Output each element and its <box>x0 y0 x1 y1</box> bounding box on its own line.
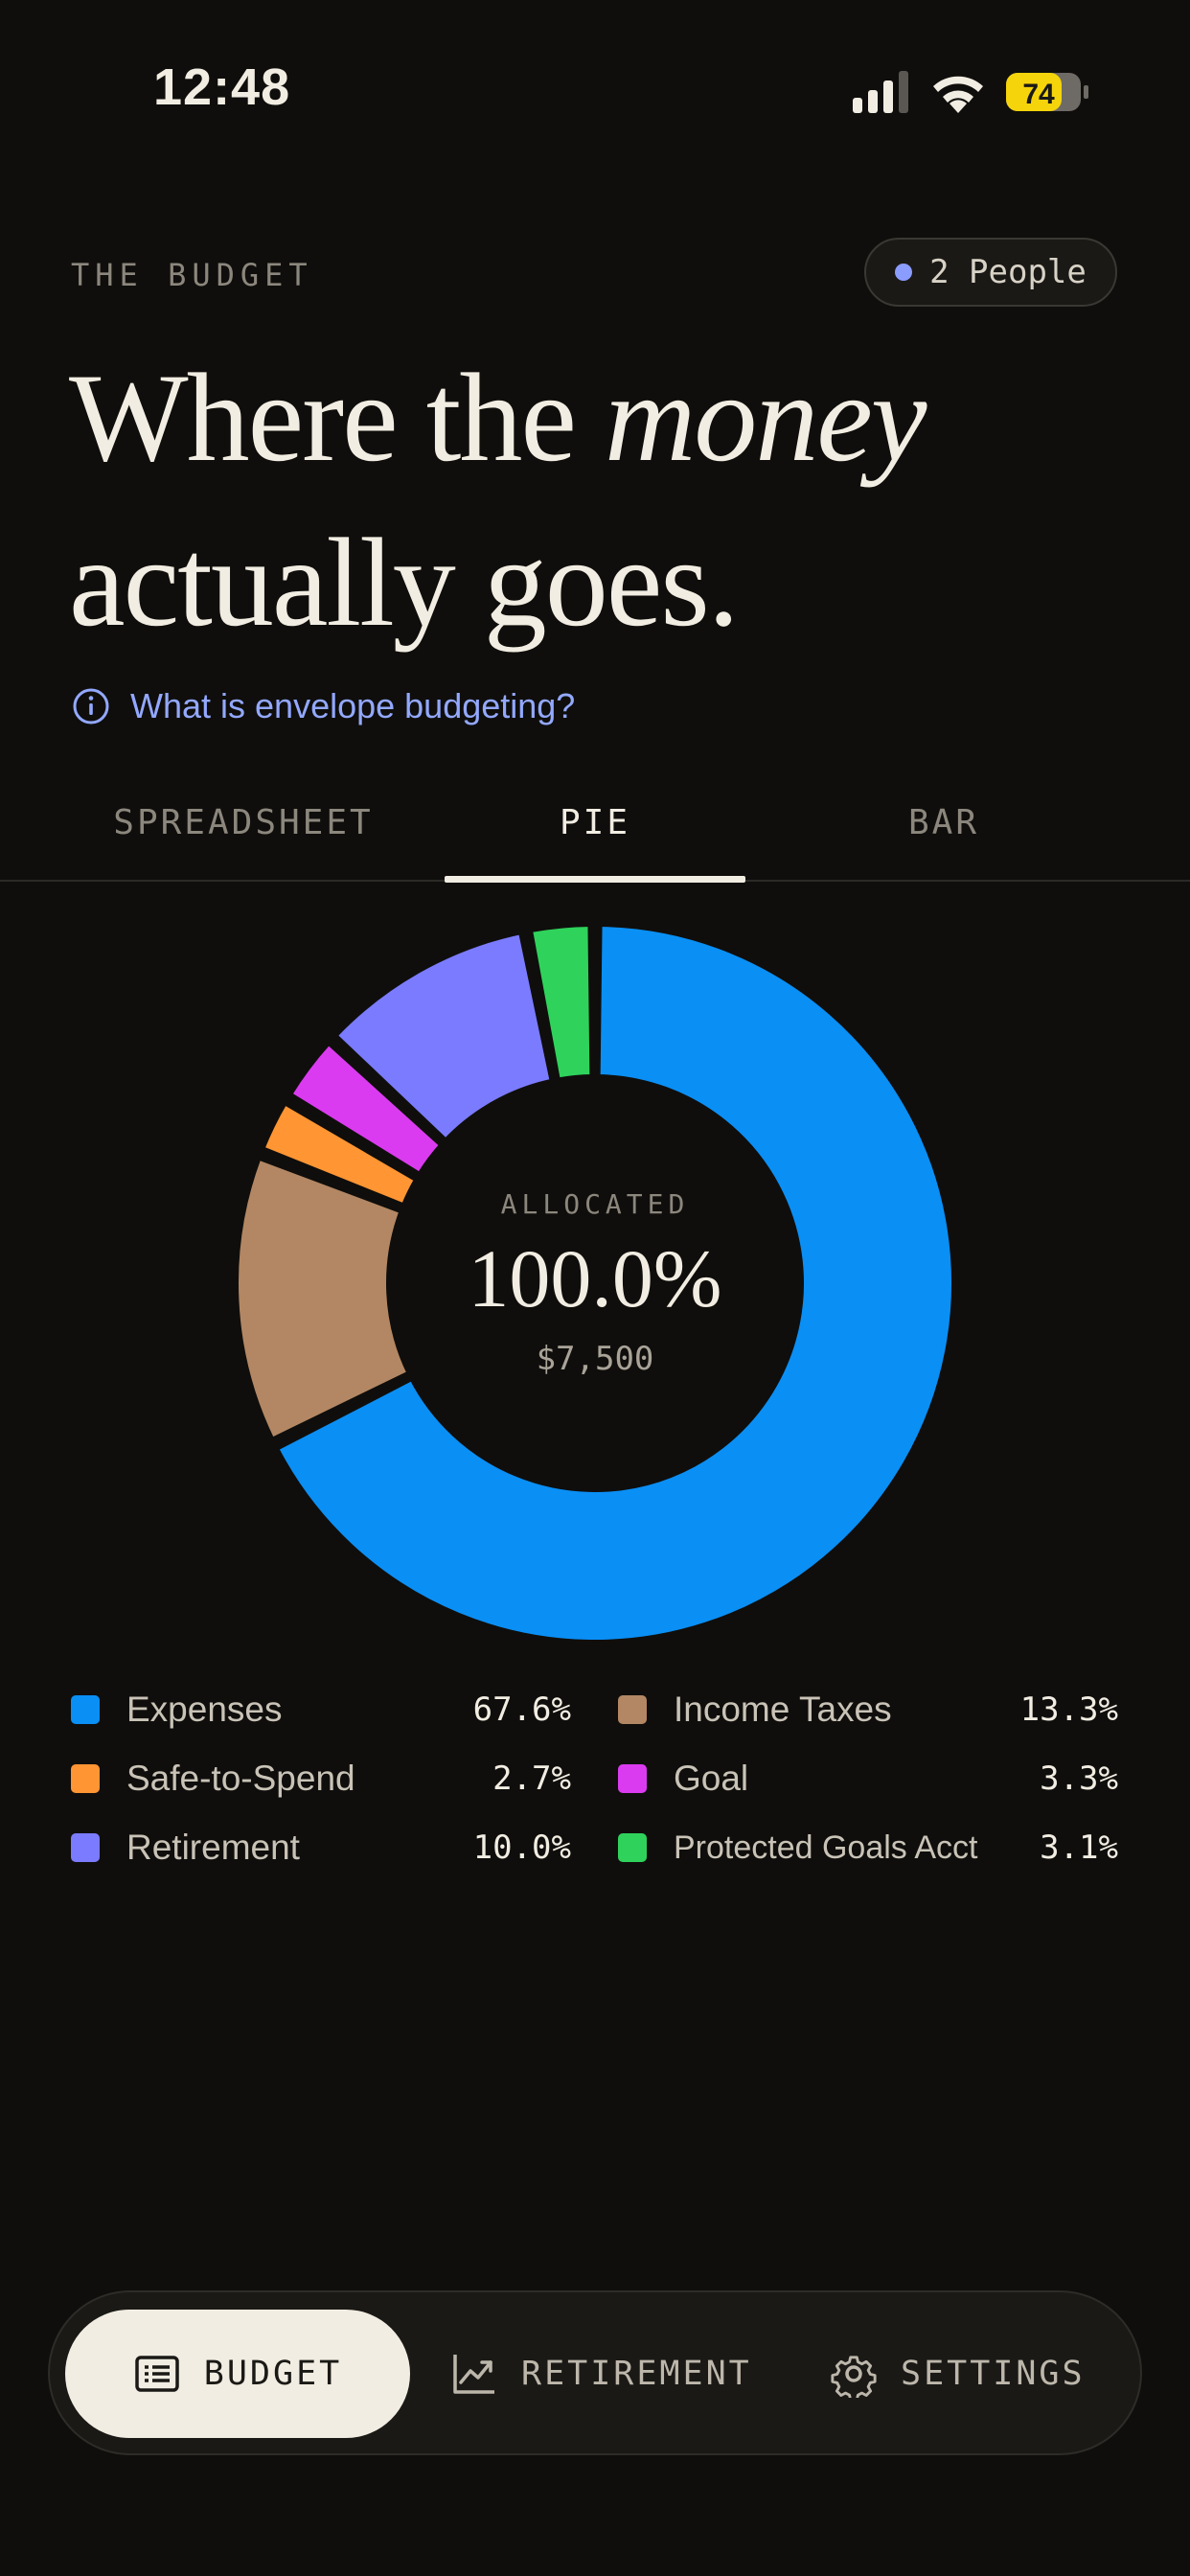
legend-value: 3.1% <box>1040 1828 1118 1867</box>
section-eyebrow: THE BUDGET <box>71 257 313 293</box>
chart-center-percent: 100.0% <box>468 1232 722 1324</box>
cellular-signal-icon <box>853 71 908 113</box>
nav-retirement-label: RETIREMENT <box>521 2355 752 2393</box>
legend-item-protected-goals-acct: Protected Goals Acct 3.1% <box>618 1821 1118 1874</box>
legend-item-income-taxes: Income Taxes 13.3% <box>618 1683 1118 1736</box>
legend-label: Protected Goals Acct <box>674 1828 978 1866</box>
nav-budget-label: BUDGET <box>203 2355 343 2393</box>
tab-pie[interactable]: PIE <box>559 803 631 842</box>
people-pill-label: 2 People <box>929 253 1087 291</box>
headline-emphasis: money <box>604 347 927 488</box>
nav-settings-button[interactable]: SETTINGS <box>830 2338 1086 2409</box>
legend-label: Safe-to-Spend <box>126 1759 355 1798</box>
legend-value: 3.3% <box>1040 1760 1118 1798</box>
active-tab-indicator <box>445 876 745 883</box>
legend-value: 2.7% <box>492 1760 571 1798</box>
legend-swatch <box>618 1764 647 1793</box>
legend-swatch <box>71 1833 100 1862</box>
donut-slice-safe-to-spend <box>259 1099 421 1209</box>
donut-slice-expenses <box>272 924 954 1643</box>
headline-part-1: Where the <box>69 347 605 488</box>
status-time: 12:48 <box>153 58 291 116</box>
donut-slice-income-taxes <box>236 1154 413 1444</box>
nav-retirement-button[interactable]: RETIREMENT <box>450 2338 752 2409</box>
gear-icon <box>831 2356 877 2398</box>
info-icon <box>73 688 109 724</box>
legend-swatch <box>71 1764 100 1793</box>
ledger-icon <box>135 2356 179 2392</box>
allocation-donut-chart <box>236 924 954 1643</box>
legend-item-expenses: Expenses 67.6% <box>71 1683 571 1736</box>
legend-label: Goal <box>674 1759 749 1798</box>
donut-slice-goal <box>286 1039 446 1179</box>
help-link-label: What is envelope budgeting? <box>130 686 576 725</box>
chart-center-label: ALLOCATED <box>500 1188 690 1220</box>
legend-value: 10.0% <box>472 1828 571 1867</box>
battery-level: 74 <box>1022 79 1055 110</box>
legend-value: 67.6% <box>472 1690 571 1729</box>
donut-slice-protected-goals-acct <box>526 924 596 1084</box>
legend-label: Income Taxes <box>674 1690 892 1729</box>
donut-slice-retirement <box>332 929 556 1144</box>
legend-swatch <box>71 1695 100 1724</box>
envelope-budgeting-help-link[interactable]: What is envelope budgeting? <box>71 686 575 726</box>
legend-swatch <box>618 1833 647 1862</box>
legend-item-retirement: Retirement 10.0% <box>71 1821 571 1874</box>
battery-icon: 74 <box>1006 73 1088 111</box>
nav-budget-button[interactable]: BUDGET <box>65 2310 410 2438</box>
legend-item-goal: Goal 3.3% <box>618 1752 1118 1806</box>
headline-part-2: actually goes. <box>69 512 740 653</box>
page-title: Where the money actually goes. <box>69 335 1123 665</box>
status-icons: 74 <box>853 71 1088 113</box>
legend-value: 13.3% <box>1019 1690 1118 1729</box>
legend-swatch <box>618 1695 647 1724</box>
legend-label: Retirement <box>126 1828 300 1867</box>
legend-item-safe-to-spend: Safe-to-Spend 2.7% <box>71 1752 571 1806</box>
people-pill[interactable]: 2 People <box>864 238 1117 307</box>
legend-label: Expenses <box>126 1690 283 1729</box>
wifi-icon <box>933 76 983 113</box>
trend-chart-icon <box>453 2355 494 2394</box>
tab-spreadsheet[interactable]: SPREADSHEET <box>113 803 374 842</box>
tab-bar[interactable]: BAR <box>907 803 980 842</box>
nav-settings-label: SETTINGS <box>901 2355 1086 2393</box>
chart-center-amount: $7,500 <box>536 1340 654 1378</box>
people-dot-icon <box>895 264 913 281</box>
